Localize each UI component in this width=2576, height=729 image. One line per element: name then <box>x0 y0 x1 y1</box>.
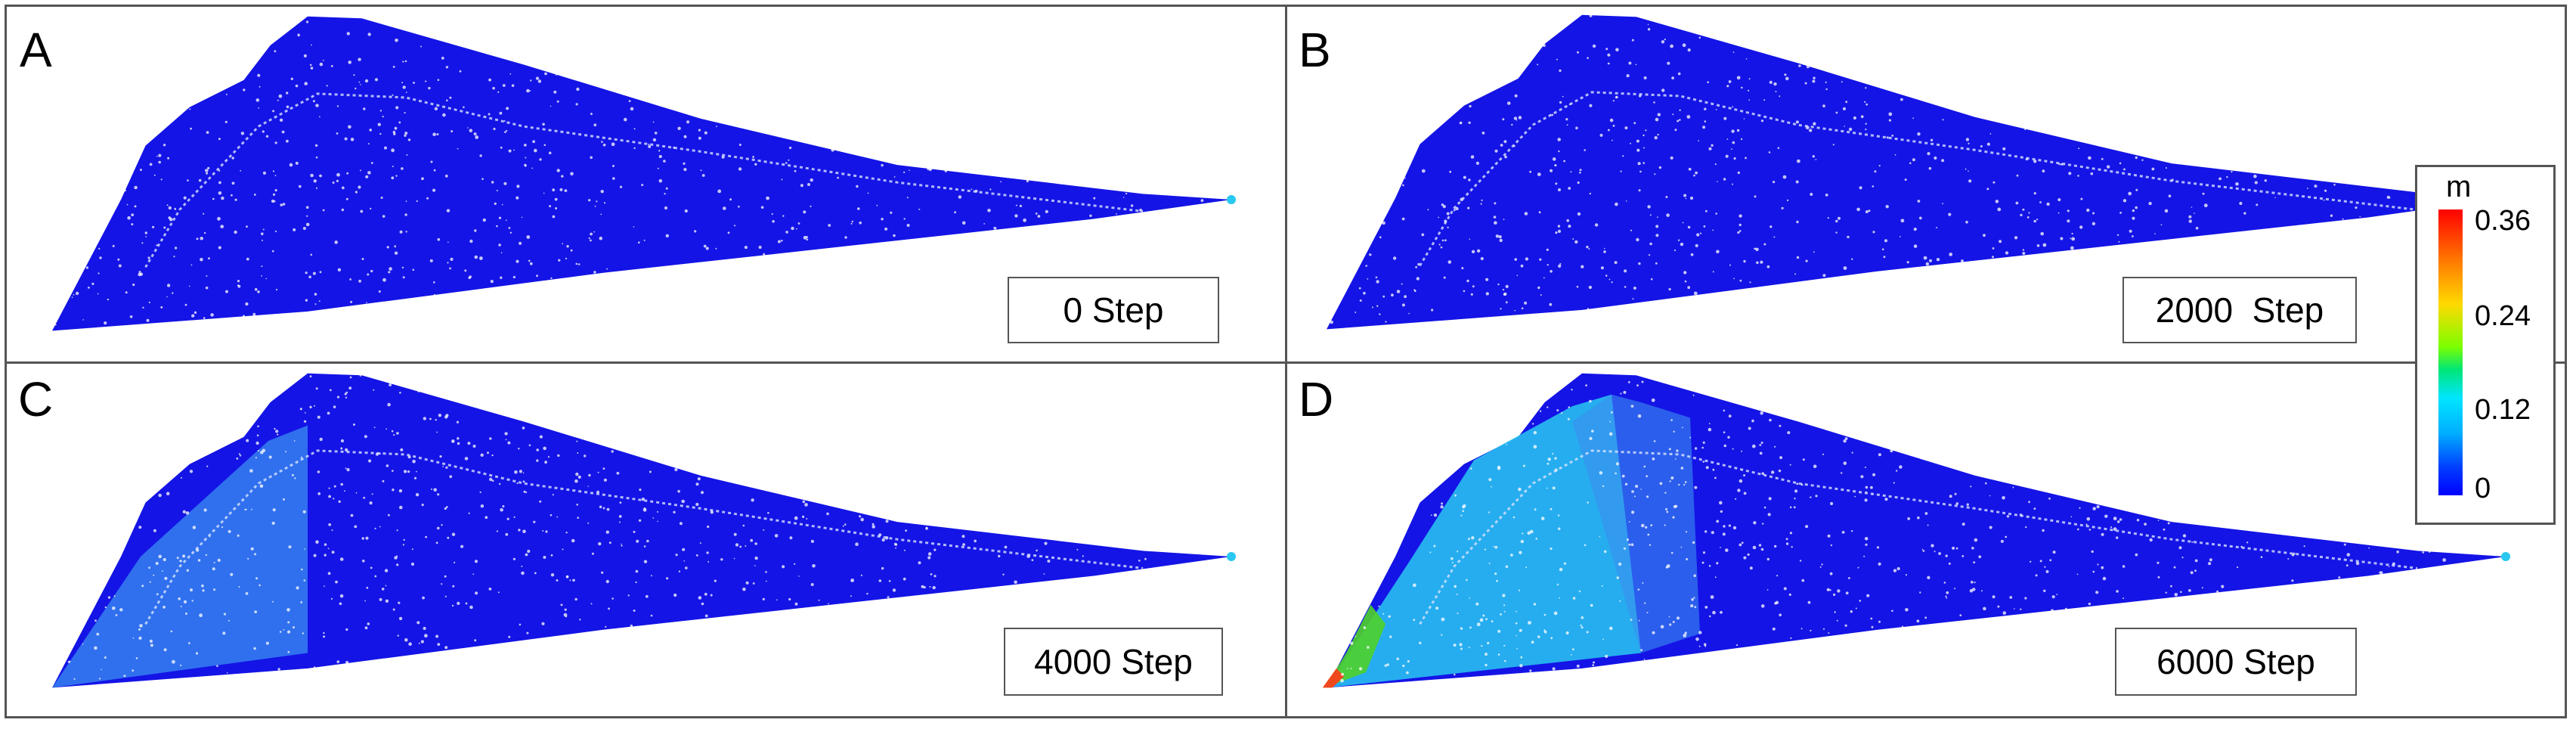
colorbar-tick-mid: 0.12 <box>2475 394 2531 426</box>
displaced-zone-large <box>1327 394 1641 688</box>
panel-a-particles <box>52 16 1236 331</box>
panel-d-particles <box>1322 373 2510 688</box>
slope-tip <box>1227 552 1236 561</box>
slope-tip <box>2501 552 2510 561</box>
toe-tip <box>1322 668 1345 688</box>
layer-boundary <box>144 449 1144 625</box>
colorbar-gradient <box>2438 209 2463 495</box>
panel-c-step-label: 4000 Step <box>1004 628 1223 696</box>
panel-c-letter: C <box>18 372 54 427</box>
panel-d-letter: D <box>1299 372 1334 427</box>
panel-a-letter: A <box>20 23 52 77</box>
particle-texture <box>67 374 1147 680</box>
panel-a-step-label: 0 Step <box>1008 277 1219 343</box>
layer-boundary <box>1419 449 2418 625</box>
horizontal-divider <box>5 361 2567 364</box>
panel-b-particles <box>1327 14 2510 330</box>
panel-b-letter: B <box>1299 23 1331 77</box>
panel-b-step-label: 2000 Step <box>2122 277 2357 343</box>
particle-texture <box>54 20 1204 326</box>
panel-d-step-label: 6000 Step <box>2115 628 2357 696</box>
particle-texture <box>1340 380 2447 683</box>
colorbar-tick-max: 0.36 <box>2475 205 2531 237</box>
colorbar-tick-zero: 0 <box>2475 473 2491 504</box>
colorbar-unit: m <box>2446 170 2472 203</box>
layer-boundary <box>144 92 1144 268</box>
colorbar-legend: m 0.36 0.24 0.12 0 <box>2415 165 2556 525</box>
panel-c-particles <box>52 373 1236 688</box>
toe-zone <box>1324 604 1386 688</box>
slope-tip <box>1227 195 1236 204</box>
displaced-zone <box>52 425 308 688</box>
colorbar-tick-high: 0.24 <box>2475 300 2531 332</box>
transition-zone <box>1572 394 1700 653</box>
layer-boundary <box>1419 91 2418 267</box>
